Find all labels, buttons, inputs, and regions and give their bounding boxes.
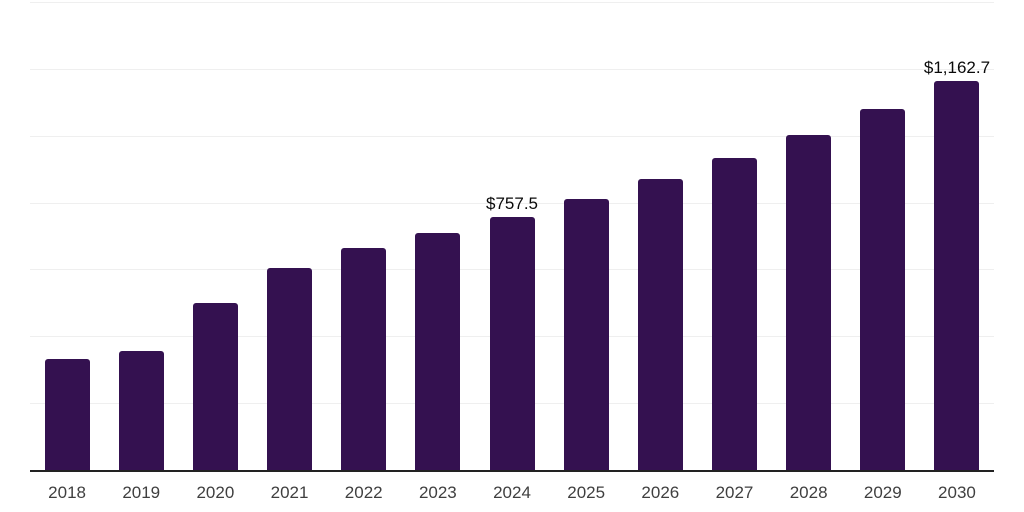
bar-value-label-2030: $1,162.7 [923, 58, 991, 78]
bar-value-label-2024: $757.5 [486, 193, 539, 213]
bar-slot-2021 [252, 2, 326, 470]
gridline-1000 [30, 135, 994, 137]
x-tick-label-2022: 2022 [344, 483, 383, 502]
bar-slot-2023 [401, 2, 475, 470]
x-axis-tick-labels: 2018 2019 2020 2021 2022 2023 2024 2025 2026 2027… [30, 483, 994, 503]
bar-slot-2019 [104, 2, 178, 470]
bar-slot-2030: $1,162.7 [920, 2, 994, 470]
bar-2020[interactable] [192, 303, 238, 470]
bar-2027[interactable] [711, 158, 757, 470]
x-tick-label-2029: 2029 [863, 483, 902, 502]
x-tick-label-2023: 2023 [418, 483, 457, 502]
x-tick-label-2018: 2018 [48, 483, 86, 502]
bar-2021[interactable] [267, 268, 313, 470]
bar-slot-2026 [623, 2, 697, 470]
bar-slot-2020 [178, 2, 252, 470]
x-tick-label-2019: 2019 [122, 483, 161, 502]
bar-2028[interactable] [786, 135, 832, 470]
bar-slot-2024: $757.5 [475, 2, 549, 470]
x-tick-label-2021: 2021 [270, 483, 309, 502]
bar-2023[interactable] [415, 233, 461, 470]
bar-2029[interactable] [860, 109, 906, 470]
bar-2026[interactable] [637, 179, 683, 470]
x-tick-label-2020: 2020 [196, 483, 235, 502]
bar-slot-2029 [846, 2, 920, 470]
x-tick-label-2026: 2026 [641, 483, 680, 502]
bar-slot-2018 [30, 2, 104, 470]
x-tick-label-2027: 2027 [715, 483, 754, 502]
bar-2030[interactable] [934, 81, 980, 470]
bar-2022[interactable] [341, 248, 387, 470]
bar-2025[interactable] [563, 199, 609, 470]
gridline-1200 [30, 68, 994, 70]
bar-2018[interactable] [44, 359, 90, 470]
gridline-800 [30, 202, 994, 204]
bar-slot-2027 [697, 2, 771, 470]
x-tick-label-2030: 2030 [938, 483, 976, 502]
bar-2024[interactable] [489, 216, 535, 470]
bar-slot-2025 [549, 2, 623, 470]
bars-row: $757.5 $1,162.7 [30, 2, 994, 470]
bar-2019[interactable] [118, 351, 164, 470]
x-axis-line [30, 470, 994, 472]
x-tick-label-2028: 2028 [789, 483, 828, 502]
plot-area: $757.5 $1,162.7 [30, 2, 994, 472]
bar-slot-2022 [327, 2, 401, 470]
bar-slot-2028 [772, 2, 846, 470]
x-tick-label-2025: 2025 [567, 483, 606, 502]
gridline-1400 [30, 2, 994, 3]
x-tick-label-2024: 2024 [493, 483, 531, 502]
